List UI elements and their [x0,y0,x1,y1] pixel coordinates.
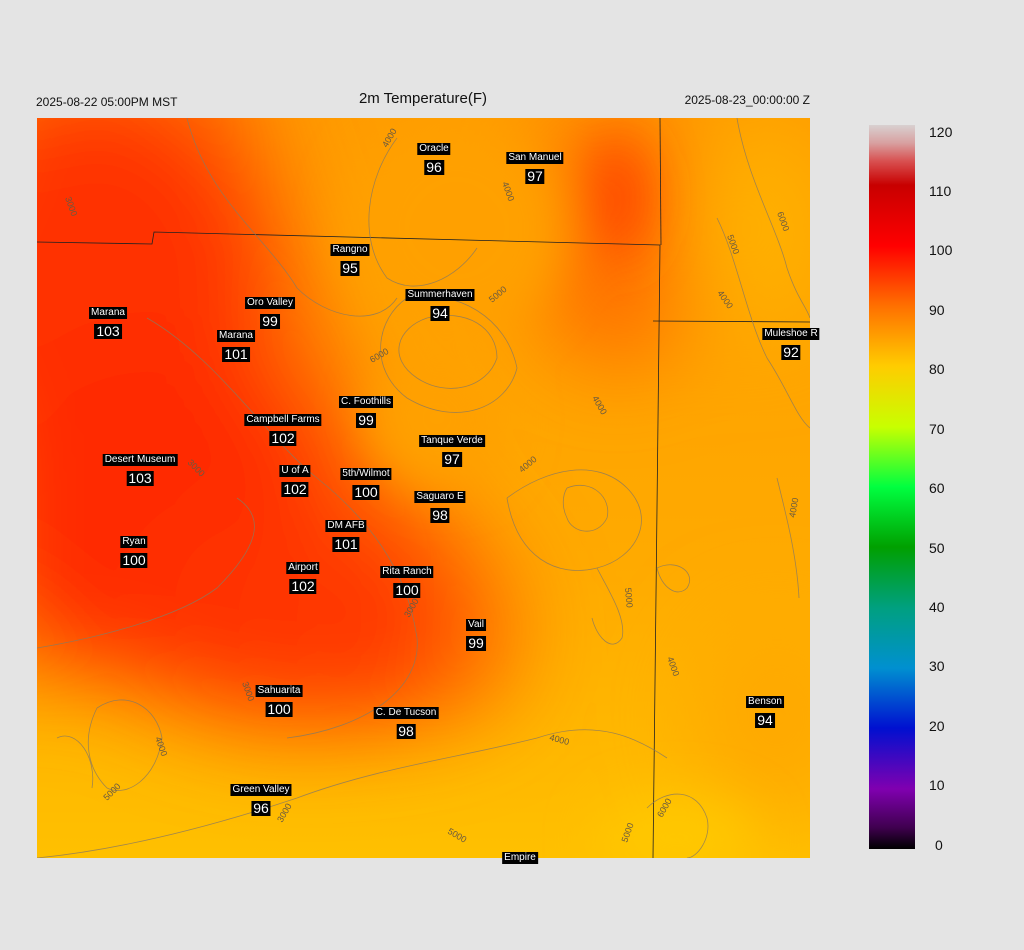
station-c-foothills: C. Foothills 99 [338,396,394,428]
station-oracle: Oracle 96 [417,143,451,175]
station-rita-ranch: Rita Ranch 100 [380,566,434,598]
station-5th-wilmot: 5th/Wilmot 100 [340,468,392,500]
station-summerhaven: Summerhaven 94 [405,289,475,321]
colorbar-tick: 80 [929,361,945,377]
station-empire: Empire [502,852,538,864]
station-saguaro-e: Saguaro E 98 [414,491,466,523]
station-san-manuel: San Manuel 97 [506,152,564,184]
colorbar-tick: 20 [929,718,945,734]
station-campbell-farms: Campbell Farms 102 [244,414,322,446]
station-vail: Vail 99 [466,619,486,651]
station-u-of-a: U of A 102 [279,465,311,497]
colorbar-tick: 30 [929,658,945,674]
map-title: 2m Temperature(F) [358,90,488,107]
station-dm-afb: DM AFB 101 [325,520,367,552]
station-tanque-verde: Tanque Verde 97 [419,435,485,467]
colorbar-tick: 90 [929,302,945,318]
colorbar-tick: 10 [929,777,945,793]
station-c-de-tucson: C. De Tucson 98 [373,707,439,739]
station-oro-valley: Oro Valley 99 [245,297,295,329]
colorbar-tick: 110 [929,183,952,199]
station-ryan: Ryan 100 [120,536,148,568]
temperature-colorbar [869,125,915,849]
valid-time-local: 2025-08-22 05:00PM MST [36,95,178,109]
colorbar-tick: 0 [935,837,943,853]
station-benson: Benson 94 [746,696,784,728]
contour-label: 5000 [623,587,635,608]
station-marana: Marana 101 [217,330,255,362]
colorbar-tick: 120 [929,124,953,140]
colorbar-tick: 50 [929,540,945,556]
station-green-valley: Green Valley 96 [230,784,292,816]
station-desert-museum: Desert Museum 103 [102,454,178,486]
station-airport: Airport 102 [286,562,320,594]
contour-label: 4000 [787,497,800,518]
colorbar-tick: 40 [929,599,945,615]
station-rangno: Rangno 95 [330,244,370,276]
colorbar-tick: 60 [929,480,945,496]
colorbar-tick: 70 [929,421,945,437]
station-marana-west: Marana 103 [89,307,127,339]
station-sahuarita: Sahuarita 100 [255,685,303,717]
station-muleshoe-r: Muleshoe R 92 [762,328,820,360]
valid-time-utc: 2025-08-23_00:00:00 Z [684,93,810,107]
colorbar-tick: 100 [929,242,953,258]
